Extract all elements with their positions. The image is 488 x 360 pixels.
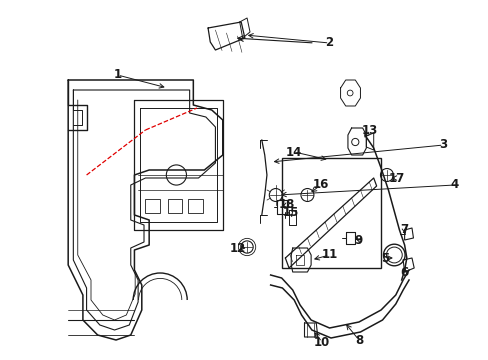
Text: 5: 5	[380, 252, 388, 265]
Text: 3: 3	[439, 139, 447, 152]
Text: 12: 12	[229, 242, 245, 255]
Text: 8: 8	[354, 333, 363, 346]
Text: 18: 18	[278, 198, 294, 211]
Text: 10: 10	[313, 336, 329, 348]
Text: 1: 1	[113, 68, 122, 81]
Text: 2: 2	[325, 36, 333, 49]
Text: 4: 4	[449, 179, 458, 192]
Text: 14: 14	[285, 145, 302, 158]
Text: 16: 16	[312, 179, 328, 192]
Text: 7: 7	[400, 224, 408, 237]
Text: 17: 17	[388, 171, 405, 184]
Text: 13: 13	[361, 123, 377, 136]
Bar	[167, 199, 182, 213]
Bar	[145, 199, 160, 213]
Text: 15: 15	[282, 206, 298, 219]
Bar	[188, 199, 202, 213]
Text: 6: 6	[400, 266, 408, 279]
Text: 9: 9	[354, 234, 363, 247]
Text: 11: 11	[321, 248, 337, 261]
Bar	[281, 158, 380, 268]
